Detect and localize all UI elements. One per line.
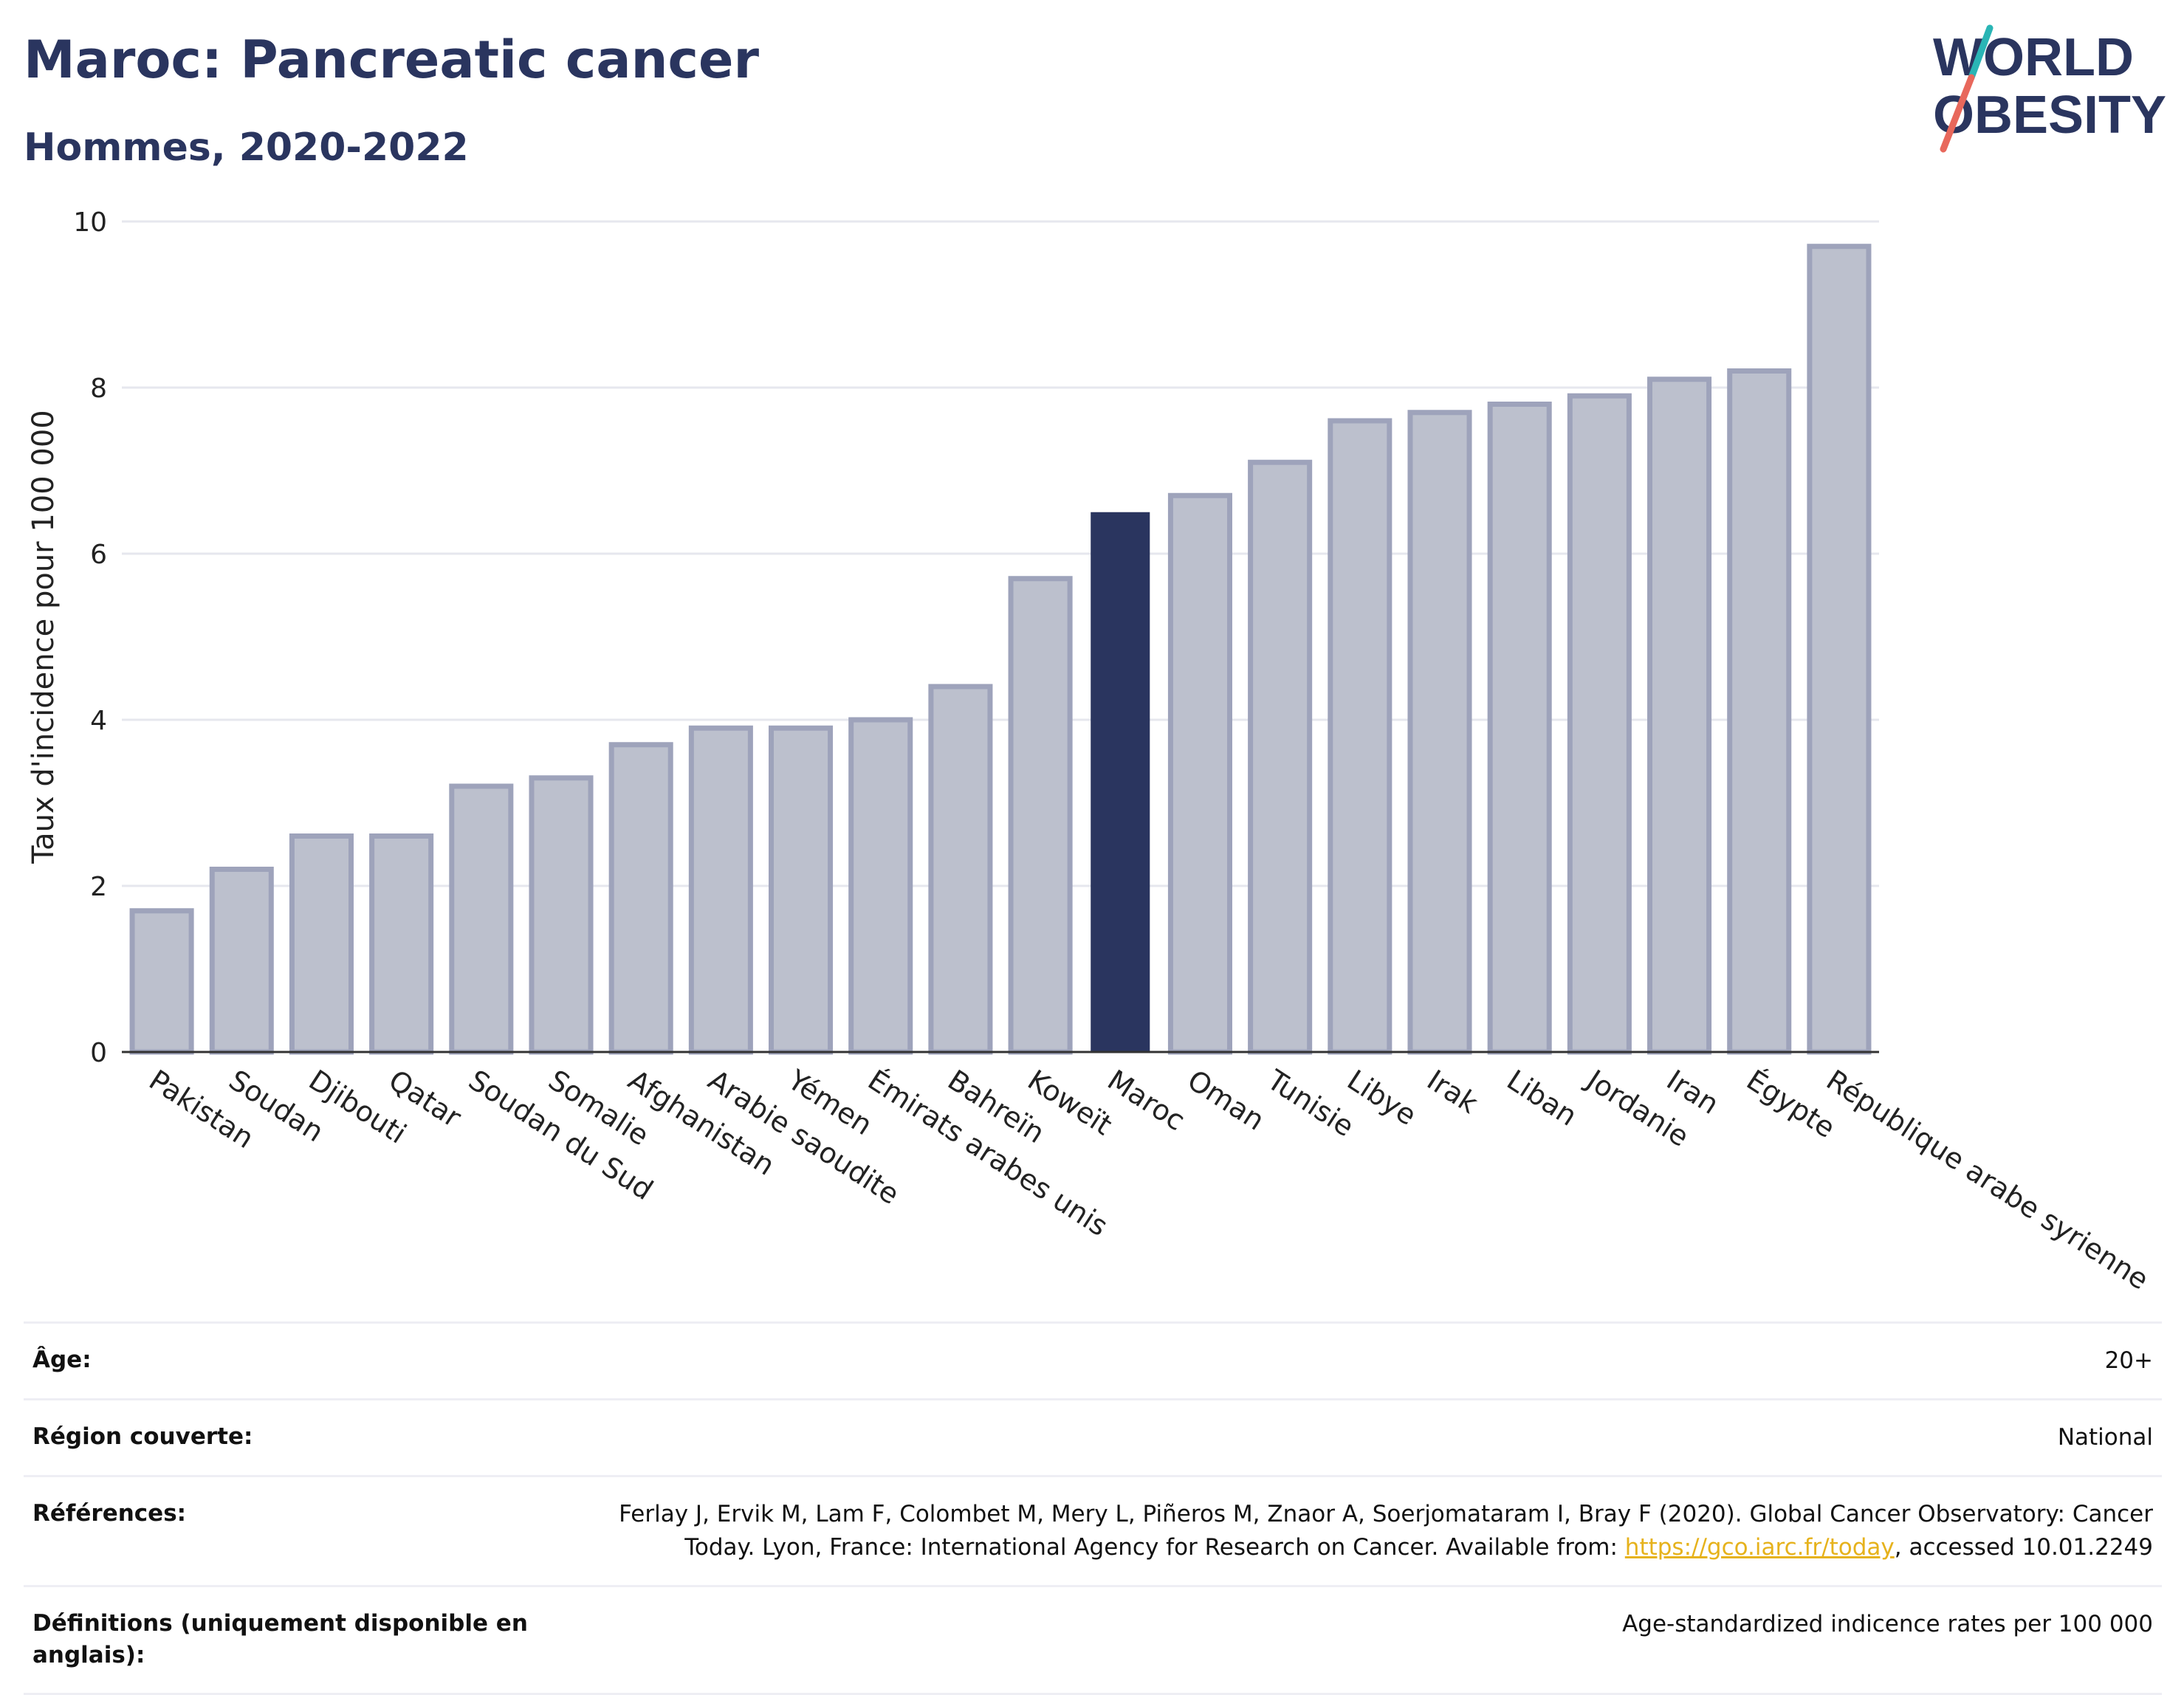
reference-text: Ferlay J, Ervik M, Lam F, Colombet M, Me… <box>619 1500 2153 1561</box>
y-axis-label: Taux d'incidence pour 100 000 <box>27 410 61 864</box>
bar-somalie <box>529 775 594 1055</box>
info-row-age: Âge: 20+ <box>24 1321 2162 1398</box>
x-tick-label: Tunisie <box>1261 1063 1360 1143</box>
info-key: Âge: <box>32 1347 92 1373</box>
bar-jordanie <box>1567 393 1632 1055</box>
bar-égypte <box>1727 368 1792 1055</box>
x-tick-label: Oman <box>1182 1064 1271 1137</box>
y-tick-label: 2 <box>90 872 107 902</box>
svg-text:OBESITY: OBESITY <box>1933 86 2166 145</box>
bar-oman <box>1167 492 1232 1055</box>
info-table: Âge: 20+ Région couverte: National Référ… <box>24 1321 2162 1695</box>
x-tick-label: Liban <box>1501 1064 1583 1132</box>
x-tick-label: Maroc <box>1102 1064 1190 1138</box>
reference-link[interactable]: https://gco.iarc.fr/today <box>1624 1533 1895 1561</box>
bar-libye <box>1328 418 1393 1055</box>
info-row-references: Références: Ferlay J, Ervik M, Lam F, Co… <box>24 1474 2162 1585</box>
page-subtitle: Hommes, 2020-2022 <box>24 126 469 170</box>
info-key: Définitions (uniquement disponible en an… <box>32 1609 528 1669</box>
bar-iran <box>1647 377 1712 1055</box>
y-tick-label: 0 <box>90 1038 107 1068</box>
bar-soudan-du-sud <box>449 783 514 1055</box>
world-obesity-logo: WORLD OBESITY <box>1933 24 2166 153</box>
bar-émirats-arabes-unis <box>848 717 913 1055</box>
bar-bahreïn <box>928 684 993 1055</box>
bar-tunisie <box>1248 459 1313 1055</box>
reference-accessed: , accessed 10.01.2249 <box>1894 1533 2153 1561</box>
x-tick-label: République arabe syrienne <box>1821 1064 2154 1296</box>
y-tick-label: 8 <box>90 374 107 404</box>
bar-djibouti <box>289 833 354 1055</box>
y-tick-label: 10 <box>73 207 107 238</box>
page-title: Maroc: Pancreatic cancer <box>24 30 759 90</box>
bar-maroc <box>1091 512 1150 1052</box>
bar-yémen <box>769 725 834 1055</box>
svg-text:WORLD: WORLD <box>1933 28 2134 87</box>
bar-irak <box>1407 410 1472 1055</box>
bar-koweït <box>1008 576 1073 1055</box>
info-value: Age-standardized indicence rates per 100… <box>1622 1610 2153 1637</box>
x-tick-label: Égypte <box>1741 1064 1841 1144</box>
bar-pakistan <box>129 908 194 1055</box>
info-row-definitions: Définitions (uniquement disponible en an… <box>24 1584 2162 1695</box>
info-value: 20+ <box>2104 1347 2153 1374</box>
info-row-region: Région couverte: National <box>24 1397 2162 1475</box>
bar-arabie-saoudite <box>688 725 753 1055</box>
info-key: Région couverte: <box>32 1423 253 1450</box>
bar-qatar <box>369 833 434 1055</box>
y-axis-ticks: 0 2 4 6 8 10 <box>73 207 107 1068</box>
bar-soudan <box>209 867 274 1055</box>
info-key: Références: <box>32 1499 187 1527</box>
info-value: National <box>2057 1423 2153 1451</box>
bar-république-arabe-syrienne <box>1807 244 1872 1055</box>
bar-chart: 0 2 4 6 8 10 PakistanSoudanDjiboutiQatarSouda… <box>27 207 2154 1296</box>
y-tick-label: 4 <box>90 706 107 736</box>
bars <box>129 244 1872 1055</box>
x-tick-label: Irak <box>1421 1064 1483 1120</box>
bar-liban <box>1487 402 1552 1055</box>
info-value: Ferlay J, Ervik M, Lam F, Colombet M, Me… <box>602 1498 2153 1564</box>
bar-afghanistan <box>608 742 673 1055</box>
y-tick-label: 6 <box>90 540 107 570</box>
